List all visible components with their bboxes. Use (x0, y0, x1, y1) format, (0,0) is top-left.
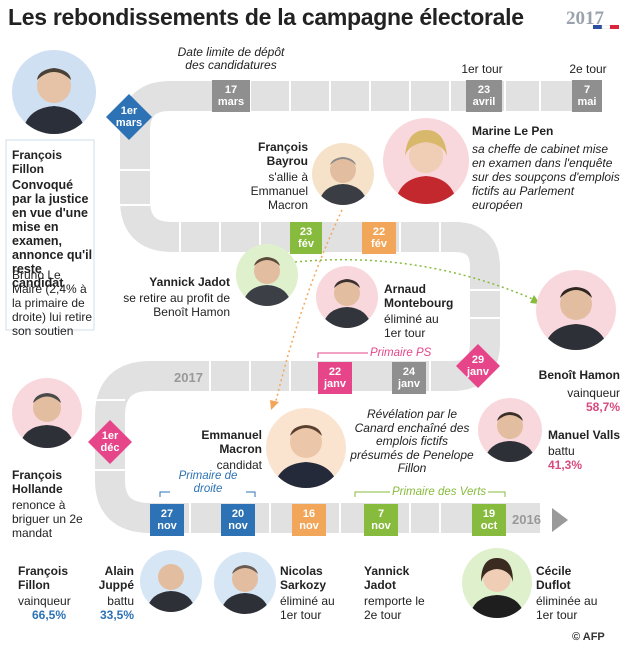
juppe-name: Alain Juppé (98, 564, 134, 592)
date-tile-22-janv: 22 janv (318, 362, 352, 394)
juppe-score: 33,5% (99, 608, 134, 622)
lepen-name: Marine Le Pen (472, 124, 554, 138)
fillon-bottom-score: 66,5% (32, 608, 67, 622)
date-tile-27-nov: 27 nov (150, 504, 184, 536)
hollande-desc: renonce à briguer un 2e mandat (12, 498, 83, 540)
date-tile-7-mai: 7 mai (572, 80, 602, 112)
hollande-name: François Hollande (12, 468, 63, 496)
year-2017-label: 2017 (174, 370, 203, 385)
hollande-photo (12, 378, 82, 448)
lepen-desc: sa cheffe de cabinet mise en examen dans… (472, 142, 620, 212)
sarkozy-desc: éliminé au 1er tour (280, 594, 335, 622)
sarkozy-name: Nicolas Sarkozy (280, 564, 327, 592)
duflot-photo (462, 548, 532, 618)
sarkozy-photo (214, 552, 276, 614)
fillon-bottom-desc: vainqueur (18, 594, 71, 608)
primaire-verts-label: Primaire des Verts (390, 486, 489, 498)
hamon-name: Benoît Hamon (538, 368, 620, 382)
lepen-photo (383, 118, 469, 204)
fillon-top-desc: Convoqué par la justice en vue d'une mis… (12, 178, 93, 290)
valls-score: 41,3% (548, 458, 583, 472)
hamon-desc: vainqueur (567, 386, 620, 400)
bayrou-photo (312, 143, 374, 205)
macron-photo (266, 408, 346, 488)
duflot-desc: éliminée au 1er tour (536, 594, 598, 622)
date-tile-24-janv: 24 janv (392, 362, 426, 394)
montebourg-photo (316, 266, 378, 328)
primaire-droite-label: Primaire de droite (170, 470, 246, 496)
page-title: Les rebondissements de la campagne élect… (8, 4, 524, 30)
jadot-bottom-name: Yannick Jadot (364, 564, 410, 592)
montebourg-desc: éliminé au 1er tour (384, 312, 439, 340)
valls-desc: battu (548, 444, 575, 458)
date-tile-23-fev: 23 fév (290, 222, 322, 254)
jadot-top-desc: se retire au profit de Benoît Hamon (123, 291, 230, 319)
macron-desc: candidat (216, 458, 262, 472)
second-round-label: 2e tour (569, 62, 607, 76)
jadot-photo-top (236, 244, 298, 306)
fillon-photo (12, 50, 96, 134)
flag-icon (593, 25, 619, 29)
start-arrow-icon (552, 508, 568, 532)
date-tile-22-fev: 22 fév (362, 222, 396, 254)
first-round-label: 1er tour (461, 62, 503, 76)
duflot-name: Cécile Duflot (536, 564, 572, 592)
jadot-bottom-desc: remporte le 2e tour (364, 594, 425, 622)
macron-name: Emmanuel Macron (201, 428, 262, 456)
bayrou-desc: s'allie à Emmanuel Macron (250, 170, 308, 212)
year-badge: 2017 (566, 8, 604, 29)
bayrou-name: François Bayrou (257, 140, 308, 168)
year-2016-label: 2016 (512, 512, 541, 527)
date-tile-16-nov: 16 nov (292, 504, 326, 536)
montebourg-name: Arnaud Montebourg (384, 282, 454, 310)
date-tile-7-nov: 7 nov (364, 504, 398, 536)
fillon-top-note: Bruno Le Maire (2,4% à la primaire de dr… (12, 268, 93, 338)
juppe-desc: battu (107, 594, 134, 608)
fillon-bottom-name: François Fillon (18, 564, 69, 592)
hamon-score: 58,7% (585, 400, 620, 414)
credit-logo: © AFP (572, 631, 605, 643)
date-tile-19-oct: 19 oct (472, 504, 506, 536)
primaire-ps-label: Primaire PS (368, 347, 434, 359)
penelope-desc: Révélation par le Canard enchaîné des em… (350, 407, 474, 475)
hamon-photo (536, 270, 616, 350)
valls-name: Manuel Valls (548, 428, 621, 442)
date-tile-20-nov: 20 nov (221, 504, 255, 536)
date-tile-17-mars: 17 mars (212, 80, 250, 112)
valls-photo (478, 398, 542, 462)
jadot-top-name: Yannick Jadot (149, 275, 230, 289)
fillon-top-name: François Fillon (12, 148, 63, 176)
deadline-label: Date limite de dépôt des candidatures (177, 45, 285, 72)
juppe-photo (140, 550, 202, 612)
date-tile-23-avril: 23 avril (466, 80, 502, 112)
